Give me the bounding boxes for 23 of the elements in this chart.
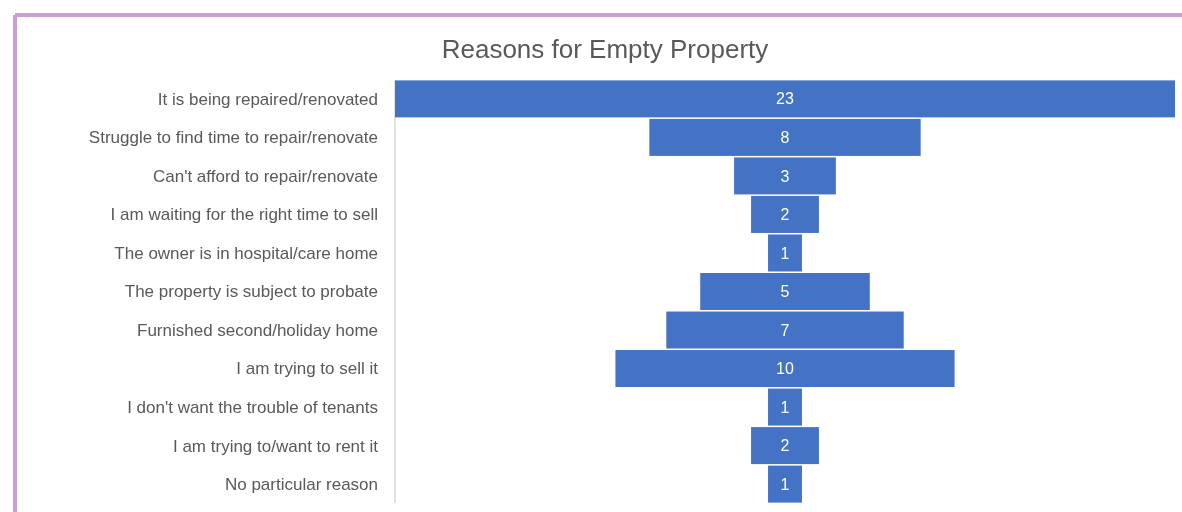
data-label: 10 (776, 360, 794, 378)
data-label: 7 (780, 321, 790, 339)
category-label: It is being repaired/renovated (157, 89, 378, 109)
data-label: 3 (780, 167, 790, 185)
category-label: I am trying to/want to rent it (172, 436, 379, 456)
data-label: 8 (780, 129, 790, 146)
data-label: 1 (780, 398, 790, 416)
text: Reasons for Empty Property (441, 34, 769, 64)
category-label: I don't want the trouble of tenants (127, 398, 378, 418)
category-label: Furnished second/holiday home (137, 320, 378, 340)
data-label: 1 (780, 244, 790, 262)
data-label: 23 (776, 90, 794, 108)
category-label: I am waiting for the right time to sell (110, 205, 378, 225)
category-label: No particular reason (224, 475, 378, 495)
category-label: Can't afford to repair/renovate (152, 166, 378, 186)
data-label: 2 (780, 206, 790, 224)
data-label: 1 (780, 475, 790, 493)
category-label: The property is subject to probate (124, 282, 378, 302)
data-label: 5 (780, 283, 790, 301)
category-label: I am trying to sell it (236, 359, 379, 379)
category-label: Struggle to find time to repair/renovate (88, 128, 378, 148)
category-label: The owner is in hospital/care home (114, 243, 378, 263)
data-label: 2 (780, 437, 790, 455)
